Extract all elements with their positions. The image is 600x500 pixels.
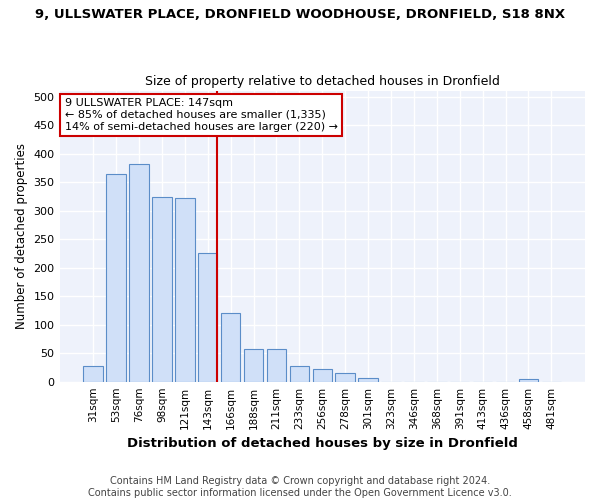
Bar <box>358 378 378 382</box>
Text: 9, ULLSWATER PLACE, DRONFIELD WOODHOUSE, DRONFIELD, S18 8NX: 9, ULLSWATER PLACE, DRONFIELD WOODHOUSE,… <box>35 8 565 20</box>
Bar <box>244 348 263 382</box>
Text: Contains HM Land Registry data © Crown copyright and database right 2024.
Contai: Contains HM Land Registry data © Crown c… <box>88 476 512 498</box>
Bar <box>313 369 332 382</box>
Title: Size of property relative to detached houses in Dronfield: Size of property relative to detached ho… <box>145 76 500 88</box>
Text: 9 ULLSWATER PLACE: 147sqm
← 85% of detached houses are smaller (1,335)
14% of se: 9 ULLSWATER PLACE: 147sqm ← 85% of detac… <box>65 98 338 132</box>
Y-axis label: Number of detached properties: Number of detached properties <box>15 144 28 330</box>
Bar <box>335 373 355 382</box>
Bar <box>221 314 241 382</box>
Bar <box>106 174 126 382</box>
X-axis label: Distribution of detached houses by size in Dronfield: Distribution of detached houses by size … <box>127 437 518 450</box>
Bar <box>129 164 149 382</box>
Bar <box>519 379 538 382</box>
Bar <box>267 348 286 382</box>
Bar <box>175 198 194 382</box>
Bar <box>290 366 309 382</box>
Bar <box>198 254 217 382</box>
Bar <box>83 366 103 382</box>
Bar <box>152 197 172 382</box>
